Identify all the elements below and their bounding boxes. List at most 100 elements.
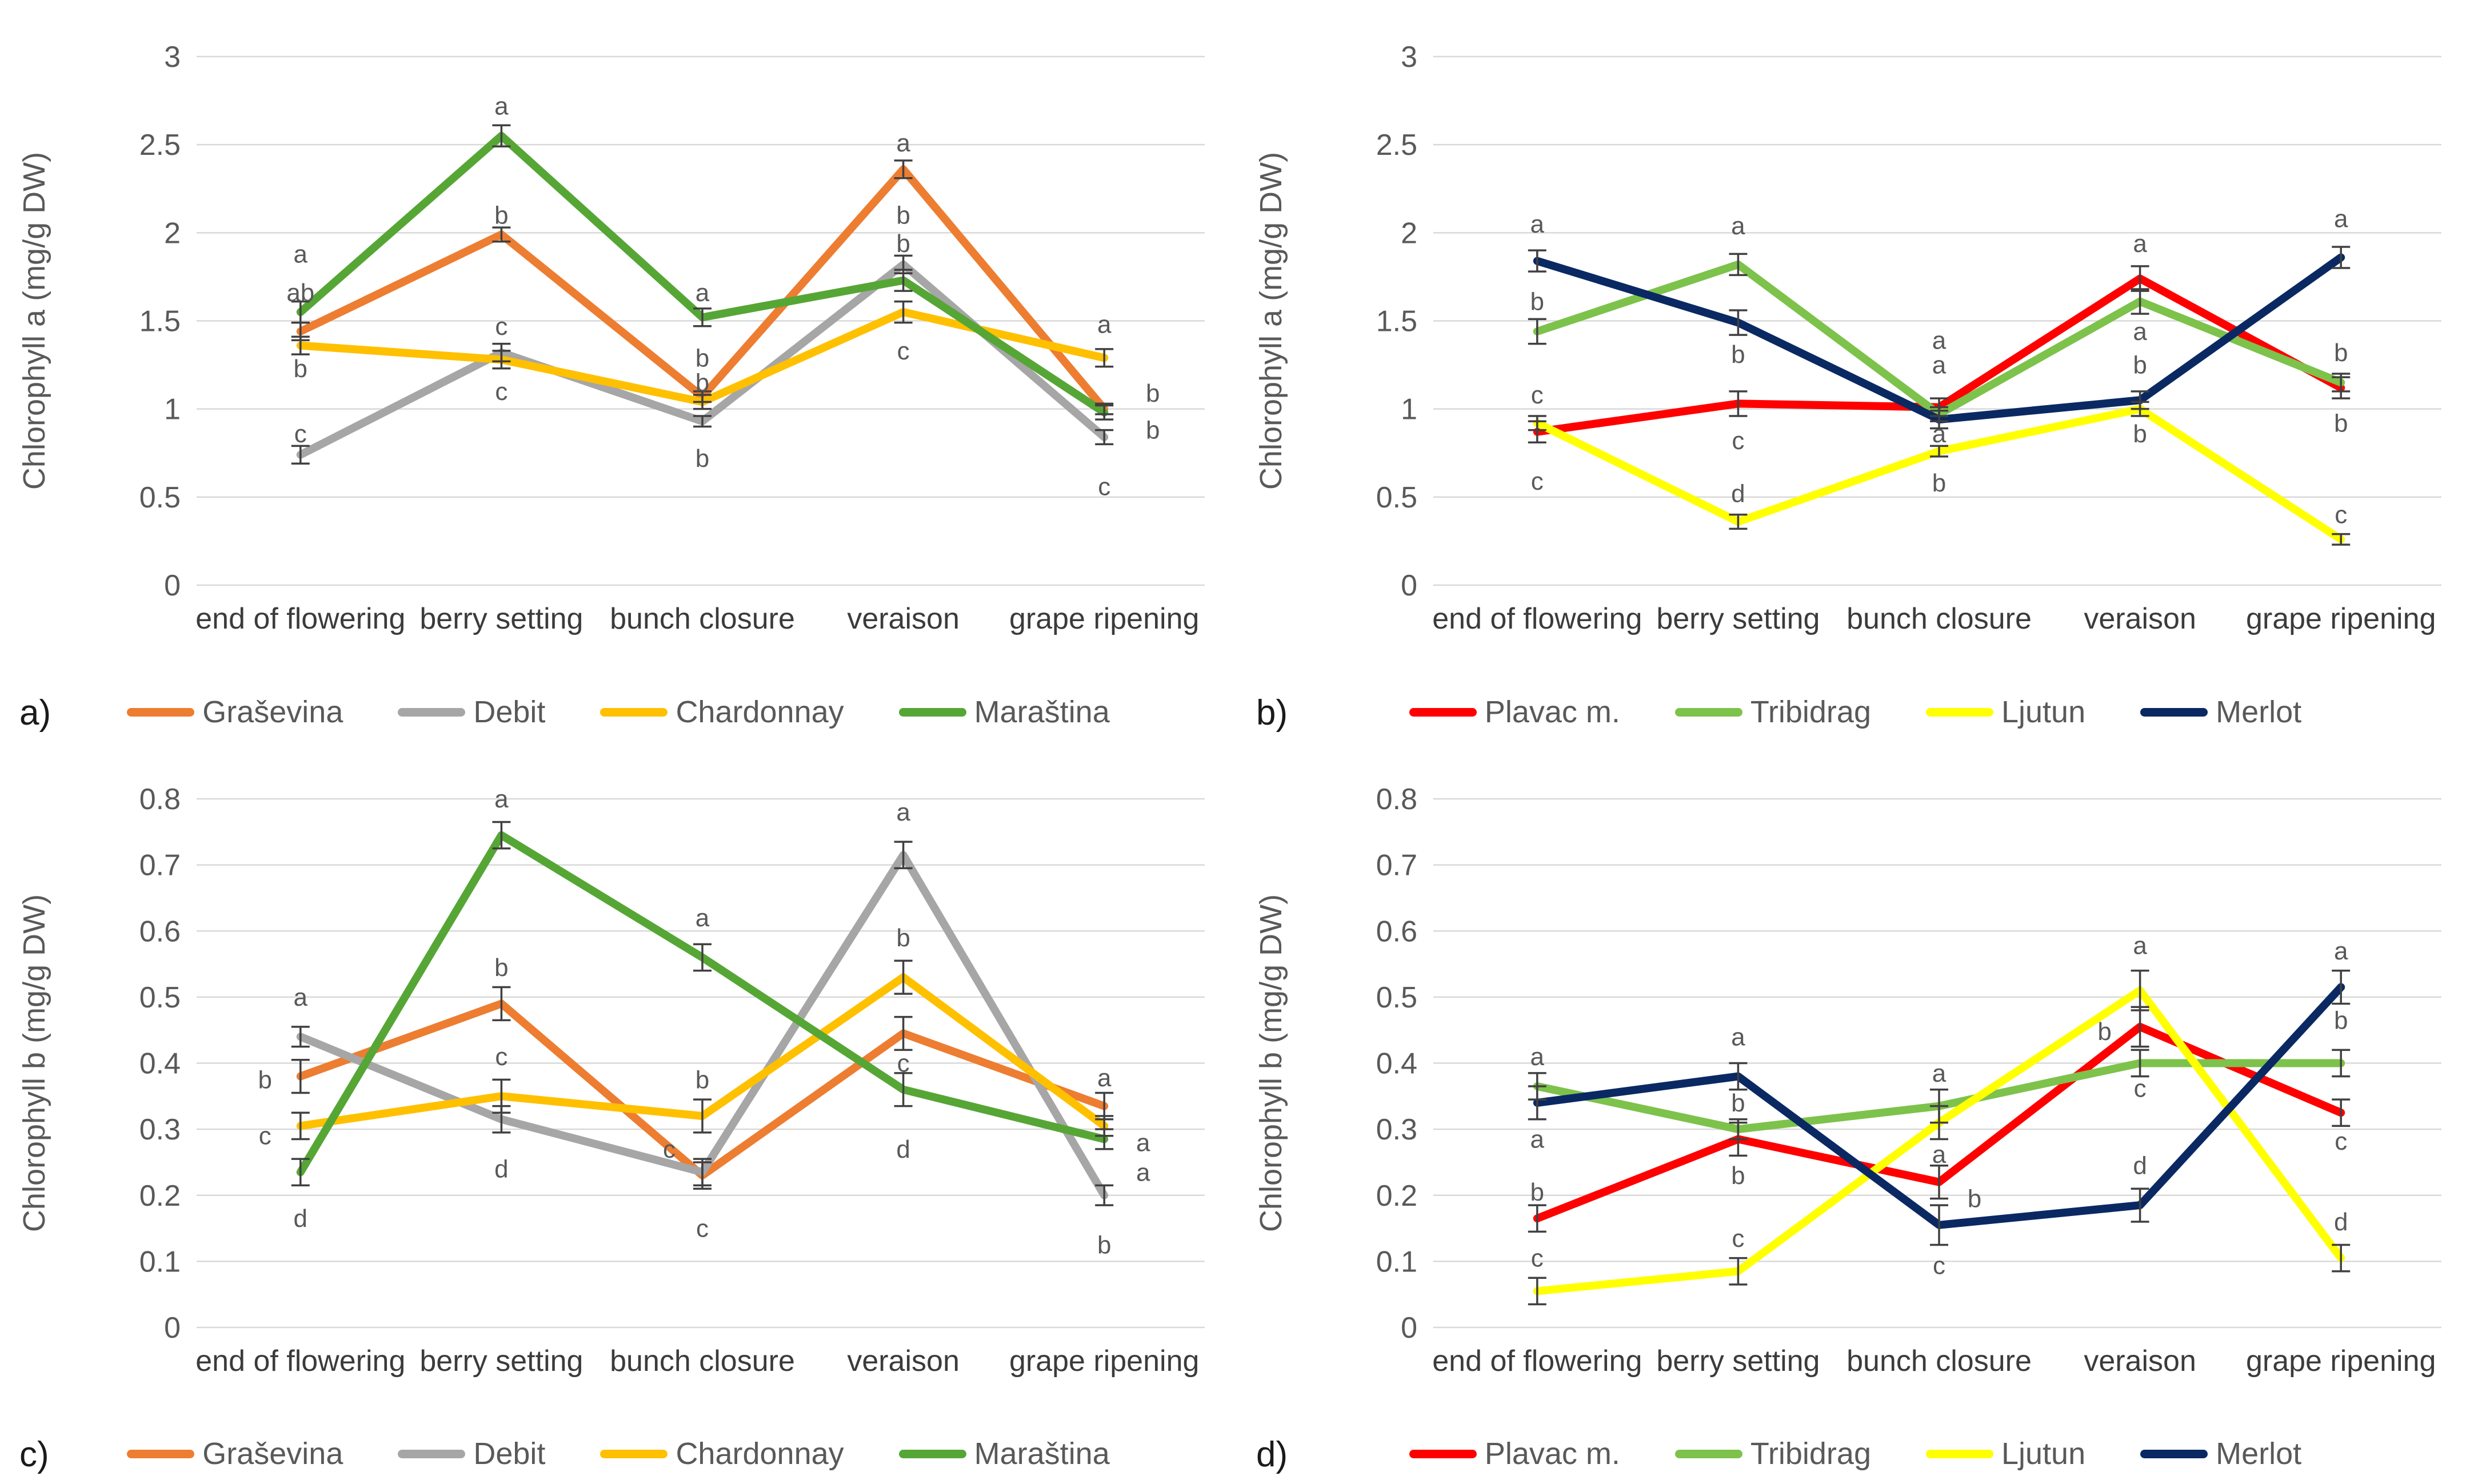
error-bar xyxy=(1095,404,1114,421)
legend-swatch xyxy=(1409,707,1477,717)
significance-letter: d xyxy=(294,1205,307,1233)
error-bar xyxy=(1095,348,1114,368)
panel-label-d: d) xyxy=(1256,1435,1288,1474)
y-tick-label: 0.5 xyxy=(1376,981,1417,1014)
x-category-label: bunch closure xyxy=(610,602,795,635)
chart-chlorophyll-b-white-varieties: 0 0.1 0.2 0.3 0.4 0.5 0.6 0.7 0.8 Chlorophyll b (… xyxy=(17,783,1205,1378)
significance-letter: a xyxy=(1530,1043,1545,1071)
y-tick-label: 0.2 xyxy=(139,1179,181,1213)
y-tick-label: 0.5 xyxy=(139,481,181,514)
legend-item-mara-tina: Maraština xyxy=(898,1436,1110,1471)
error-bar xyxy=(291,335,310,355)
significance-letter: b xyxy=(1097,1231,1111,1259)
error-bar xyxy=(2131,969,2149,1011)
x-category-label: grape ripening xyxy=(1009,1345,1199,1378)
y-tick-label: 2.5 xyxy=(1376,129,1417,162)
significance-letter: b xyxy=(494,202,508,230)
chart-chlorophyll-b-red-varieties: 0 0.1 0.2 0.3 0.4 0.5 0.6 0.7 0.8 Chlorophyll b (… xyxy=(1254,783,2441,1378)
legend-item-debit: Debit xyxy=(398,694,545,730)
panel-b: 0 0.5 1 1.5 2 2.5 3 Chlorophyll a (mg/g DW) end … xyxy=(1237,0,2474,742)
error-bar xyxy=(1528,415,1546,431)
significance-letter: a xyxy=(696,279,710,307)
error-bar xyxy=(492,1078,511,1114)
significance-letter: a xyxy=(1136,1158,1150,1186)
x-category-label: bunch closure xyxy=(1846,602,2032,635)
significance-letter: b xyxy=(2133,420,2147,448)
y-tick-label: 3 xyxy=(164,41,181,74)
significance-letter: c xyxy=(495,1043,507,1071)
legend-swatch xyxy=(898,707,966,717)
y-tick-label: 0.2 xyxy=(1376,1179,1417,1213)
legend-item-merlot: Merlot xyxy=(2140,1436,2301,1471)
error-bar xyxy=(894,1072,913,1107)
legend-label: Tribidrag xyxy=(1750,695,1871,729)
significance-letter: a xyxy=(696,904,710,932)
panel-label-b: b) xyxy=(1256,693,1288,733)
significance-letter: c xyxy=(1531,1245,1544,1273)
error-bar xyxy=(2332,1049,2351,1078)
y-tick-label: 0.6 xyxy=(1376,915,1417,948)
significance-letter: b xyxy=(896,230,910,258)
significance-letter: a xyxy=(494,785,509,813)
panel-c: 0 0.1 0.2 0.3 0.4 0.5 0.6 0.7 0.8 Chlorophyll b (… xyxy=(0,742,1237,1484)
y-tick-label: 0.5 xyxy=(139,981,181,1014)
significance-letter: b xyxy=(494,954,508,982)
legend-swatch xyxy=(898,1449,966,1458)
legend-item-tribidrag: Tribidrag xyxy=(1674,694,1871,730)
significance-letter: c xyxy=(1732,427,1744,455)
legend-swatch xyxy=(1674,1449,1742,1458)
significance-letter: c xyxy=(1531,381,1544,409)
legend-swatch xyxy=(398,707,466,717)
x-category-label: bunch closure xyxy=(610,1345,795,1378)
error-bar xyxy=(1930,1105,1948,1141)
x-category-label: end of flowering xyxy=(195,602,405,635)
legend-item-merlot: Merlot xyxy=(2140,694,2301,730)
significance-letter: b xyxy=(1530,1178,1544,1206)
legend-label: Maraština xyxy=(974,695,1110,729)
error-bar xyxy=(1729,253,1748,277)
significance-letter: d xyxy=(2133,1152,2147,1180)
significance-letter: b xyxy=(1968,1185,1981,1213)
legend-swatch xyxy=(600,707,668,717)
y-tick-label: 0.3 xyxy=(1376,1113,1417,1146)
error-bar xyxy=(291,1111,310,1141)
y-axis-title: Chlorophyll b (mg/g DW) xyxy=(17,894,51,1232)
significance-letter: a xyxy=(2133,318,2147,346)
significance-letter: b xyxy=(896,924,910,952)
legend-swatch xyxy=(1925,1449,1993,1458)
significance-letter: b xyxy=(1731,1089,1745,1117)
error-bar xyxy=(2332,1243,2351,1273)
error-bar xyxy=(2131,1049,2149,1078)
legend-label: Debit xyxy=(473,1437,546,1471)
significance-letter: c xyxy=(495,313,507,341)
error-bar xyxy=(894,269,913,292)
error-bar xyxy=(291,300,310,324)
error-bar xyxy=(291,1026,310,1048)
legend-item-mara-tina: Maraština xyxy=(898,694,1110,730)
error-bar xyxy=(1930,410,1948,430)
significance-letter: a xyxy=(1136,1129,1150,1157)
y-tick-label: 0.5 xyxy=(1376,481,1417,514)
legend-label: Plavac m. xyxy=(1484,1437,1620,1471)
y-tick-label: 0 xyxy=(1401,569,1417,602)
legend-item-debit: Debit xyxy=(398,1436,545,1471)
panel-d: 0 0.1 0.2 0.3 0.4 0.5 0.6 0.7 0.8 Chlorophyll b (… xyxy=(1237,742,2474,1484)
significance-letter: a xyxy=(1932,1059,1947,1087)
error-bar xyxy=(492,986,511,1022)
significance-letter: b xyxy=(2097,1018,2111,1046)
legend-swatch xyxy=(1409,1449,1477,1458)
y-tick-label: 2 xyxy=(164,217,181,250)
y-tick-label: 0 xyxy=(164,569,181,602)
x-category-label: end of flowering xyxy=(195,1345,405,1378)
significance-letter: a xyxy=(1530,1125,1545,1153)
legend-label: Merlot xyxy=(2216,695,2302,729)
legend-item-ljutun: Ljutun xyxy=(1925,1436,2085,1471)
legend-item-plavac-m-: Plavac m. xyxy=(1409,694,1620,730)
significance-letter: c xyxy=(1531,467,1544,495)
error-bar xyxy=(2332,969,2351,1005)
x-category-label: veraison xyxy=(2084,602,2196,635)
error-bar xyxy=(1095,1184,1114,1206)
error-bar xyxy=(894,1015,913,1051)
error-bar xyxy=(693,394,712,410)
